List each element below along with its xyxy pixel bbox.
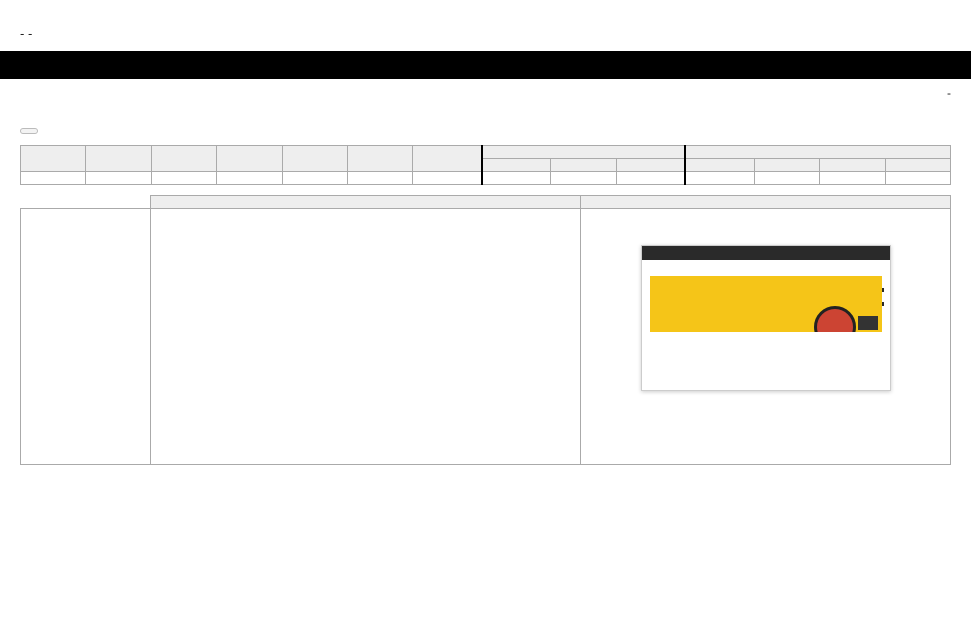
td-dbytes bbox=[616, 172, 685, 185]
rerun-button[interactable] bbox=[20, 128, 38, 134]
th-screenshot bbox=[581, 196, 951, 209]
th-doc-req bbox=[551, 159, 616, 172]
metrics-row bbox=[21, 172, 951, 185]
th-full-time bbox=[685, 159, 754, 172]
td-fcp bbox=[217, 172, 282, 185]
td-sr bbox=[151, 172, 216, 185]
td-fci bbox=[413, 172, 482, 185]
td-load bbox=[21, 172, 86, 185]
screenshot-cell[interactable] bbox=[581, 209, 951, 465]
td-lph bbox=[347, 172, 412, 185]
td-freq bbox=[754, 172, 819, 185]
td-ftime bbox=[685, 172, 754, 185]
th-doc-bytes bbox=[616, 159, 685, 172]
tab-bar bbox=[0, 51, 971, 79]
waterfall-chart[interactable] bbox=[157, 215, 574, 455]
td-fbytes bbox=[820, 172, 885, 185]
th-full-bytes bbox=[820, 159, 885, 172]
th-fci bbox=[413, 146, 482, 172]
th-cost bbox=[885, 159, 950, 172]
th-full-req bbox=[754, 159, 819, 172]
th-group-doc bbox=[482, 146, 685, 159]
th-speed-index bbox=[282, 146, 347, 172]
th-waterfall bbox=[151, 196, 581, 209]
td-dtime bbox=[482, 172, 551, 185]
th-load bbox=[21, 146, 86, 172]
th-doc-time bbox=[482, 159, 551, 172]
th-lph bbox=[347, 146, 412, 172]
views-table bbox=[20, 195, 951, 465]
row-first-view bbox=[21, 209, 151, 465]
metrics-table bbox=[20, 145, 951, 185]
td-si bbox=[282, 172, 347, 185]
th-first-byte bbox=[86, 146, 151, 172]
td-dreq bbox=[551, 172, 616, 185]
th-group-full bbox=[685, 146, 950, 159]
th-start-render bbox=[151, 146, 216, 172]
td-cost[interactable] bbox=[885, 172, 950, 185]
screenshot-thumb[interactable] bbox=[641, 245, 891, 391]
shot-banner bbox=[650, 276, 882, 332]
waterfall-cell[interactable] bbox=[151, 209, 581, 465]
td-fb bbox=[86, 172, 151, 185]
th-fcp bbox=[217, 146, 282, 172]
